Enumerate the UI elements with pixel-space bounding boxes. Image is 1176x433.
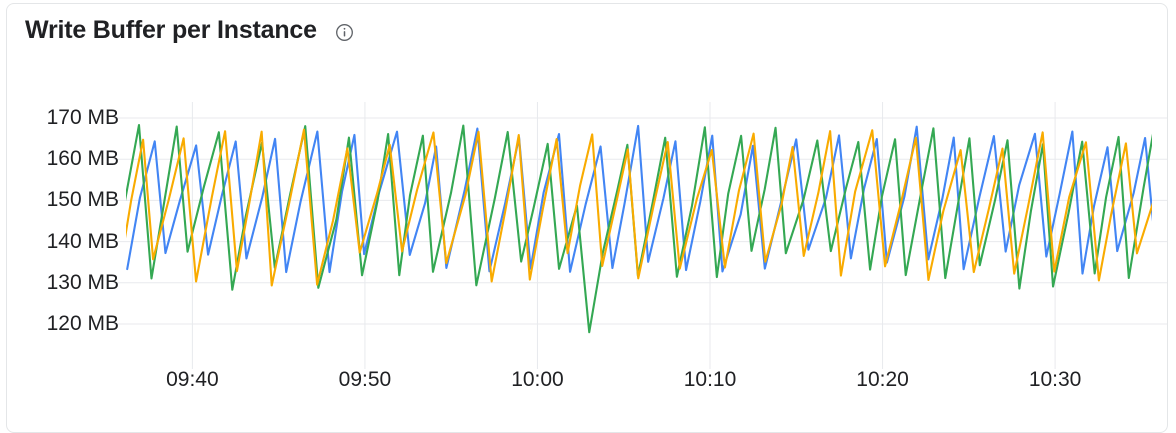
x-axis-tick-label: 10:00	[511, 368, 564, 391]
page-title: Write Buffer per Instance	[25, 16, 317, 44]
chart-plot-area: 170 MB 160 MB 150 MB 140 MB 130 MB 120 MB 09:…	[7, 4, 1167, 412]
x-axis-tick-label: 10:30	[1028, 368, 1082, 391]
series-line	[126, 124, 1152, 275]
y-axis-tick-label: 170 MB	[46, 106, 119, 129]
x-axis-tick-label: 09:50	[338, 368, 392, 391]
y-axis-tick-labels: 170 MB 160 MB 150 MB 140 MB 130 MB 120 MB	[7, 4, 119, 412]
y-axis-tick-label: 160 MB	[46, 147, 119, 171]
x-axis-tick-label: 09:40	[166, 368, 219, 391]
chart-series-lines	[126, 123, 1152, 334]
y-axis-tick-label: 120 MB	[46, 312, 119, 335]
y-axis-tick-label: 130 MB	[46, 270, 119, 294]
card-header: Write Buffer per Instance	[25, 16, 354, 45]
info-circle-icon[interactable]	[335, 23, 354, 42]
x-axis-tick-label: 10:10	[683, 368, 737, 391]
x-axis-tick-label: 10:20	[856, 368, 909, 391]
chart-card: Write Buffer per Instance 170 MB 160 MB 15…	[6, 3, 1168, 433]
series-line	[126, 128, 1152, 287]
y-axis-tick-label: 140 MB	[46, 229, 119, 253]
x-axis-tick-labels: 09:40 09:50 10:00 10:10 10:20 10:30	[7, 4, 1167, 412]
y-axis-tick-label: 150 MB	[46, 188, 119, 212]
